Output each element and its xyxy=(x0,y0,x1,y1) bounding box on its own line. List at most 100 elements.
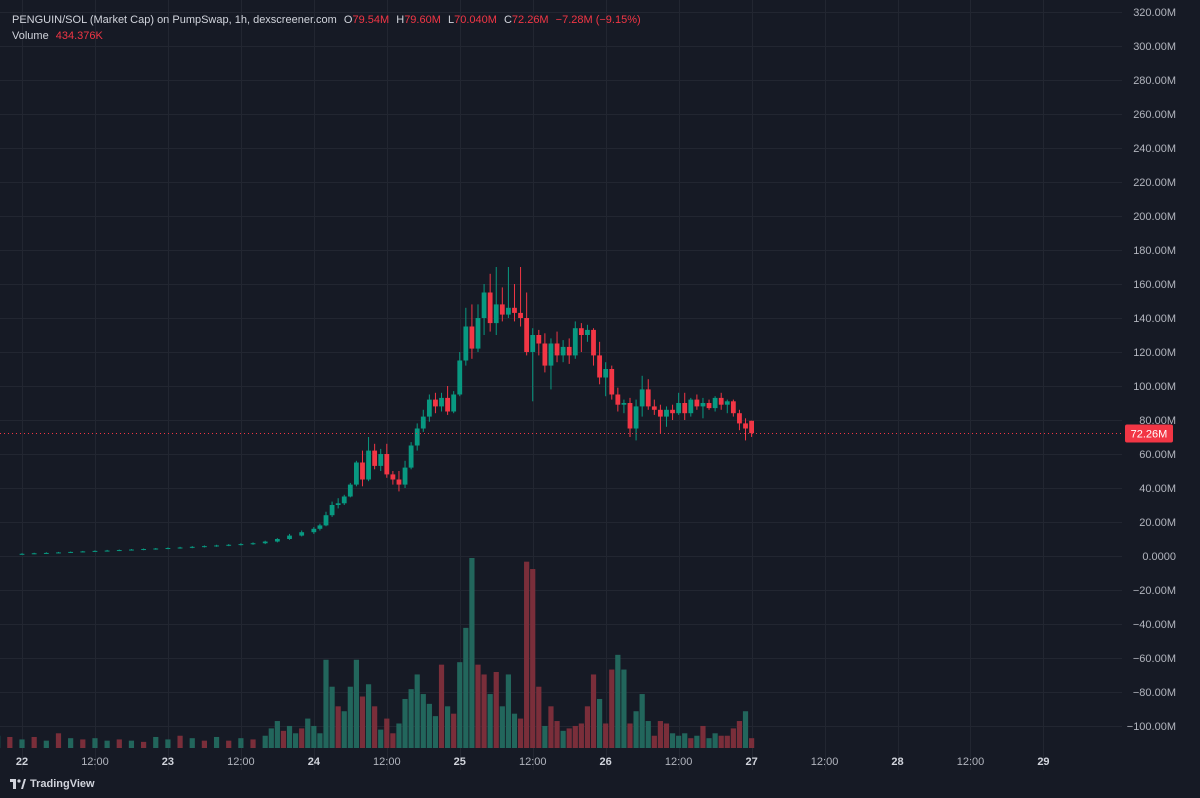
candle xyxy=(572,321,578,359)
volume-bar xyxy=(353,659,359,748)
volume-bar xyxy=(578,723,584,748)
candle xyxy=(700,397,706,419)
x-axis-tick-label: 12:00 xyxy=(957,756,985,768)
volume-bar xyxy=(116,739,122,748)
volume-bar xyxy=(651,735,657,748)
candle xyxy=(250,542,256,545)
volume-bar xyxy=(463,627,469,748)
x-axis-tick-label: 25 xyxy=(454,756,466,768)
candle xyxy=(262,540,268,545)
candle xyxy=(718,392,724,410)
candle-body xyxy=(706,403,712,409)
candle xyxy=(165,547,171,550)
candles xyxy=(19,267,754,555)
volume-bar xyxy=(396,723,402,748)
candle-body xyxy=(524,318,530,352)
legend-volume-value: 434.376K xyxy=(55,30,103,42)
candle-body xyxy=(68,551,74,553)
candle xyxy=(341,494,347,505)
volume-bar xyxy=(603,723,609,748)
candle-body xyxy=(420,416,426,429)
volume-bar xyxy=(457,662,463,748)
candle-body xyxy=(402,467,408,485)
candle-body xyxy=(43,552,49,554)
volume-bar xyxy=(299,728,305,748)
y-axis-tick-label: 220.00M xyxy=(1133,177,1176,189)
volume-bar xyxy=(597,698,603,748)
candle xyxy=(724,399,730,414)
candle xyxy=(43,552,49,554)
candle-body xyxy=(287,535,292,539)
candle xyxy=(335,498,341,509)
candle-body xyxy=(542,343,548,366)
volume-bar xyxy=(438,664,445,748)
volume-bar xyxy=(329,686,335,748)
candle-body xyxy=(354,462,359,485)
candle-body xyxy=(250,543,256,545)
candle xyxy=(347,482,353,498)
y-axis-tick-label: −80.00M xyxy=(1133,687,1176,699)
volume-bar xyxy=(633,711,639,748)
candle-body xyxy=(80,551,86,553)
candle xyxy=(323,511,329,527)
volume-bars xyxy=(0,558,755,748)
candle-body xyxy=(445,397,450,412)
candle xyxy=(360,450,365,487)
candle xyxy=(384,443,390,478)
volume-bar xyxy=(31,736,37,748)
tradingview-logo[interactable]: TradingView xyxy=(10,778,95,790)
candle-body xyxy=(396,479,402,485)
volume-bar xyxy=(615,654,621,748)
candle xyxy=(712,396,718,412)
candle-body xyxy=(548,343,554,366)
y-axis-tick-label: −20.00M xyxy=(1133,585,1176,597)
candle xyxy=(651,399,657,415)
candle-body xyxy=(433,399,438,407)
y-axis: 320.00M 300.00M 280.00M 260.00M 240.00M 220.0… xyxy=(1127,7,1176,733)
volume-bar xyxy=(445,706,451,748)
candle xyxy=(542,333,548,373)
volume-bar xyxy=(426,703,432,748)
candle-body xyxy=(323,515,329,526)
candle-body xyxy=(682,403,688,414)
volume-bar xyxy=(590,674,597,748)
volume-bar xyxy=(645,721,651,748)
legend-low-value: 70.040M xyxy=(454,14,497,26)
legend-ohlc-row: PENGUIN/SOL (Market Cap) on PumpSwap, 1h… xyxy=(12,12,641,28)
candle xyxy=(609,365,615,400)
candle xyxy=(682,392,688,420)
candle xyxy=(512,284,517,322)
candle xyxy=(560,340,566,363)
volume-bar xyxy=(347,686,353,748)
candle-body xyxy=(670,409,675,414)
y-axis-tick-label: 320.00M xyxy=(1133,7,1176,19)
volume-bar xyxy=(311,725,317,748)
candle xyxy=(737,409,742,431)
candle xyxy=(329,501,335,517)
candle xyxy=(457,352,463,397)
candle-body xyxy=(366,450,371,480)
volume-bar xyxy=(420,694,426,748)
volume-bar xyxy=(542,725,548,748)
candle xyxy=(463,307,469,366)
candle xyxy=(420,409,426,432)
volume-bar xyxy=(365,684,372,748)
tradingview-icon xyxy=(10,779,26,789)
candle xyxy=(311,527,317,534)
candle-body xyxy=(578,328,584,335)
volume-bar xyxy=(572,725,578,748)
candle-body xyxy=(177,547,183,549)
volume-bar xyxy=(7,736,13,748)
volume-bar xyxy=(305,718,311,748)
candle-body xyxy=(633,406,639,429)
candle xyxy=(730,399,736,417)
y-axis-tick-label: 300.00M xyxy=(1133,41,1176,53)
volume-bar xyxy=(536,686,542,748)
candle xyxy=(566,338,572,364)
candle-body xyxy=(700,403,706,407)
candle-body xyxy=(414,428,420,446)
x-axis-tick-label: 23 xyxy=(162,756,174,768)
candle xyxy=(524,292,530,356)
